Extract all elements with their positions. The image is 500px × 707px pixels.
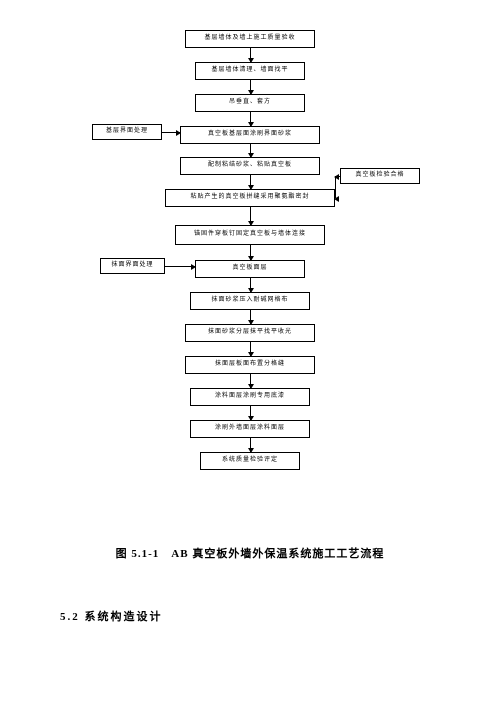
flow-node-s3: 抹面界面处理 [100, 258, 165, 274]
section-heading: 5.2 系统构造设计 [60, 608, 163, 624]
flow-node-n9: 抹面砂浆压入耐碱网格布 [190, 292, 310, 310]
page: 基层墙体及墙上施工质量验收基层墙体清理、墙面找平吊垂直、套方真空板基层面涂刷界面… [0, 0, 500, 707]
flow-node-n8: 真空板面层 [195, 260, 305, 278]
flow-node-n3: 吊垂直、套方 [195, 94, 305, 112]
flow-arrow [250, 438, 251, 452]
flow-connector [162, 132, 180, 133]
flow-connector [165, 266, 195, 267]
flow-arrow [250, 80, 251, 94]
flow-arrow [250, 342, 251, 356]
flow-arrow [250, 278, 251, 292]
flow-arrow [250, 406, 251, 420]
flow-arrow [250, 207, 251, 225]
figure-caption: 图 5.1-1 AB 真空板外墙外保温系统施工工艺流程 [0, 545, 500, 561]
flow-node-n11: 抹面层板面布置分格缝 [185, 356, 315, 374]
flow-arrow [250, 48, 251, 62]
flow-node-n6: 粘贴产生的真空板拼缝采用聚氨酯密封 [165, 189, 335, 207]
flow-node-s1: 基层界面处理 [92, 124, 162, 140]
flow-arrow [250, 175, 251, 189]
flow-node-n1: 基层墙体及墙上施工质量验收 [185, 30, 315, 48]
flow-node-n10: 抹面砂浆分层抹平找平收光 [185, 324, 315, 342]
flow-node-s2: 真空板检验合格 [340, 168, 420, 184]
flow-node-n5: 配制粘结砂浆、粘贴真空板 [180, 157, 320, 175]
flow-node-n7: 锚固件穿板钉固定真空板与墙体连接 [175, 225, 325, 245]
flow-node-n4: 真空板基层面涂刷界面砂浆 [180, 126, 320, 144]
flow-node-n14: 系统质量检验评定 [200, 452, 300, 470]
flow-connector-v [335, 176, 336, 198]
flow-arrow [250, 374, 251, 388]
flow-arrow [250, 144, 251, 157]
flow-arrow [250, 112, 251, 126]
flow-arrow [250, 245, 251, 260]
flow-node-n13: 涂刷外墙面层涂料面层 [190, 420, 310, 438]
flow-arrow [250, 310, 251, 324]
flow-node-n2: 基层墙体清理、墙面找平 [195, 62, 305, 80]
flow-node-n12: 涂料面层涂刷专用底漆 [190, 388, 310, 406]
